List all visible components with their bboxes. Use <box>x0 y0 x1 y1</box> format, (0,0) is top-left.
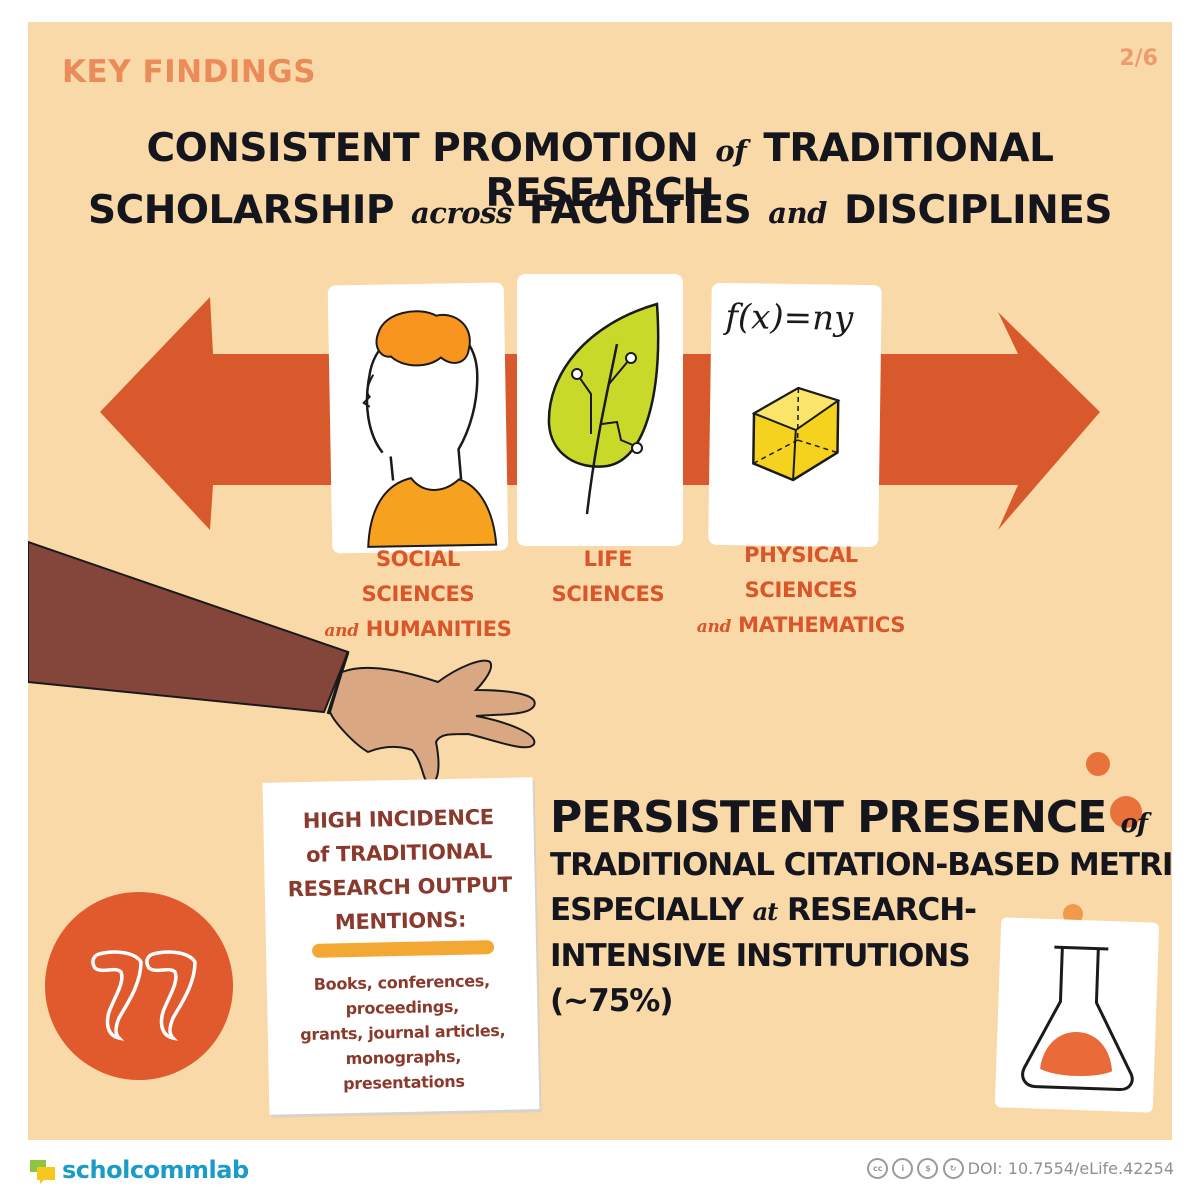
document-title-line: MENTIONS: <box>334 907 467 935</box>
label-line: and MATHEMATICS <box>690 608 912 645</box>
finding-text: ESPECIALLY <box>550 892 744 928</box>
flask-card <box>994 917 1160 1113</box>
label-line: SOCIAL SCIENCES <box>361 547 475 606</box>
section-label: KEY FINDINGS <box>62 54 317 90</box>
document-title: HIGH INCIDENCE of TRADITIONAL RESEARCH O… <box>263 799 536 941</box>
highlight-bar <box>311 940 495 958</box>
finding-text: RESEARCH- <box>787 892 977 928</box>
license-footer: cc i $ ↻ DOI: 10.7554/eLife.42254 <box>844 1158 1174 1184</box>
finding-line: ESPECIALLY at RESEARCH- <box>550 888 1172 934</box>
chat-bubbles-icon <box>30 1160 55 1184</box>
headline-connector: across <box>411 196 512 230</box>
label-text: HUMANITIES <box>365 617 512 641</box>
finding-title: PERSISTENT PRESENCE of <box>550 792 1172 843</box>
label-line: LIFE <box>583 547 633 571</box>
discipline-card-social <box>327 282 509 554</box>
brand-prefix: schol <box>62 1156 130 1184</box>
label-line: PHYSICAL SCIENCES <box>744 543 858 602</box>
flask-icon <box>1021 945 1134 1092</box>
headline-text: CONSISTENT PROMOTION <box>146 126 699 171</box>
label-connector: and <box>324 621 359 641</box>
infographic-panel: KEY FINDINGS 2/6 CONSISTENT PROMOTION of… <box>28 22 1172 1140</box>
label-line: and HUMANITIES <box>318 612 518 649</box>
brand-suffix: commlab <box>129 1156 249 1184</box>
document-title-line: of TRADITIONAL <box>305 839 493 867</box>
formula-cube-icon <box>751 386 841 482</box>
finding-connector: of <box>1120 809 1149 839</box>
document-item: presentations <box>342 1071 465 1094</box>
headline-text: DISCIPLINES <box>844 188 1112 233</box>
discipline-label-life: LIFE SCIENCES <box>528 542 688 612</box>
headline-text: FACULTIES <box>528 188 752 233</box>
finding-line: (~75%) <box>550 983 674 1019</box>
sa-icon: ↻ <box>942 1158 964 1179</box>
cc-icon: cc <box>867 1158 889 1179</box>
quote-badge <box>45 892 233 1080</box>
discipline-card-life <box>517 274 683 546</box>
label-line: SCIENCES <box>551 582 665 606</box>
discipline-label-social: SOCIAL SCIENCES and HUMANITIES <box>318 542 518 649</box>
nc-icon: $ <box>917 1158 939 1179</box>
headline-text: SCHOLARSHIP <box>88 188 394 233</box>
quote-marks-icon <box>91 950 197 1041</box>
finding-line: INTENSIVE INSTITUTIONS <box>550 938 971 974</box>
document-title-line: RESEARCH OUTPUT <box>287 872 513 902</box>
document-card: HIGH INCIDENCE of TRADITIONAL RESEARCH O… <box>262 777 540 1115</box>
discipline-card-physical: f(x)=ny <box>708 282 882 548</box>
document-items: Books, conferences, proceedings, grants,… <box>267 967 540 1098</box>
headline-connector: and <box>768 196 827 230</box>
headline-line-2: SCHOLARSHIP across FACULTIES and DISCIPL… <box>28 188 1172 233</box>
headline-connector: of <box>715 134 747 168</box>
label-connector: and <box>696 617 732 637</box>
person-head-icon <box>362 310 498 548</box>
headline-text: TRADITIONAL RESEARCH <box>485 126 1054 216</box>
by-icon: i <box>892 1158 914 1179</box>
finding-connector: at <box>752 897 779 926</box>
discipline-label-physical: PHYSICAL SCIENCES and MATHEMATICS <box>690 538 912 645</box>
leaf-circuit-icon <box>547 302 660 515</box>
page-indicator: 2/6 <box>1119 46 1158 71</box>
finding-block: PERSISTENT PRESENCE of TRADITIONAL CITAT… <box>550 792 1172 1024</box>
doi-text: DOI: 10.7554/eLife.42254 <box>967 1159 1174 1178</box>
headline-line-1: CONSISTENT PROMOTION of TRADITIONAL RESE… <box>28 126 1172 216</box>
finding-title-text: PERSISTENT PRESENCE <box>550 792 1107 843</box>
hand-arm-icon <box>28 540 1142 924</box>
brand-name: scholcommlab <box>62 1156 249 1184</box>
finding-line: TRADITIONAL CITATION-BASED METRICS, <box>550 847 1172 883</box>
document-title-line: HIGH INCIDENCE <box>302 805 495 834</box>
label-text: MATHEMATICS <box>738 613 906 637</box>
